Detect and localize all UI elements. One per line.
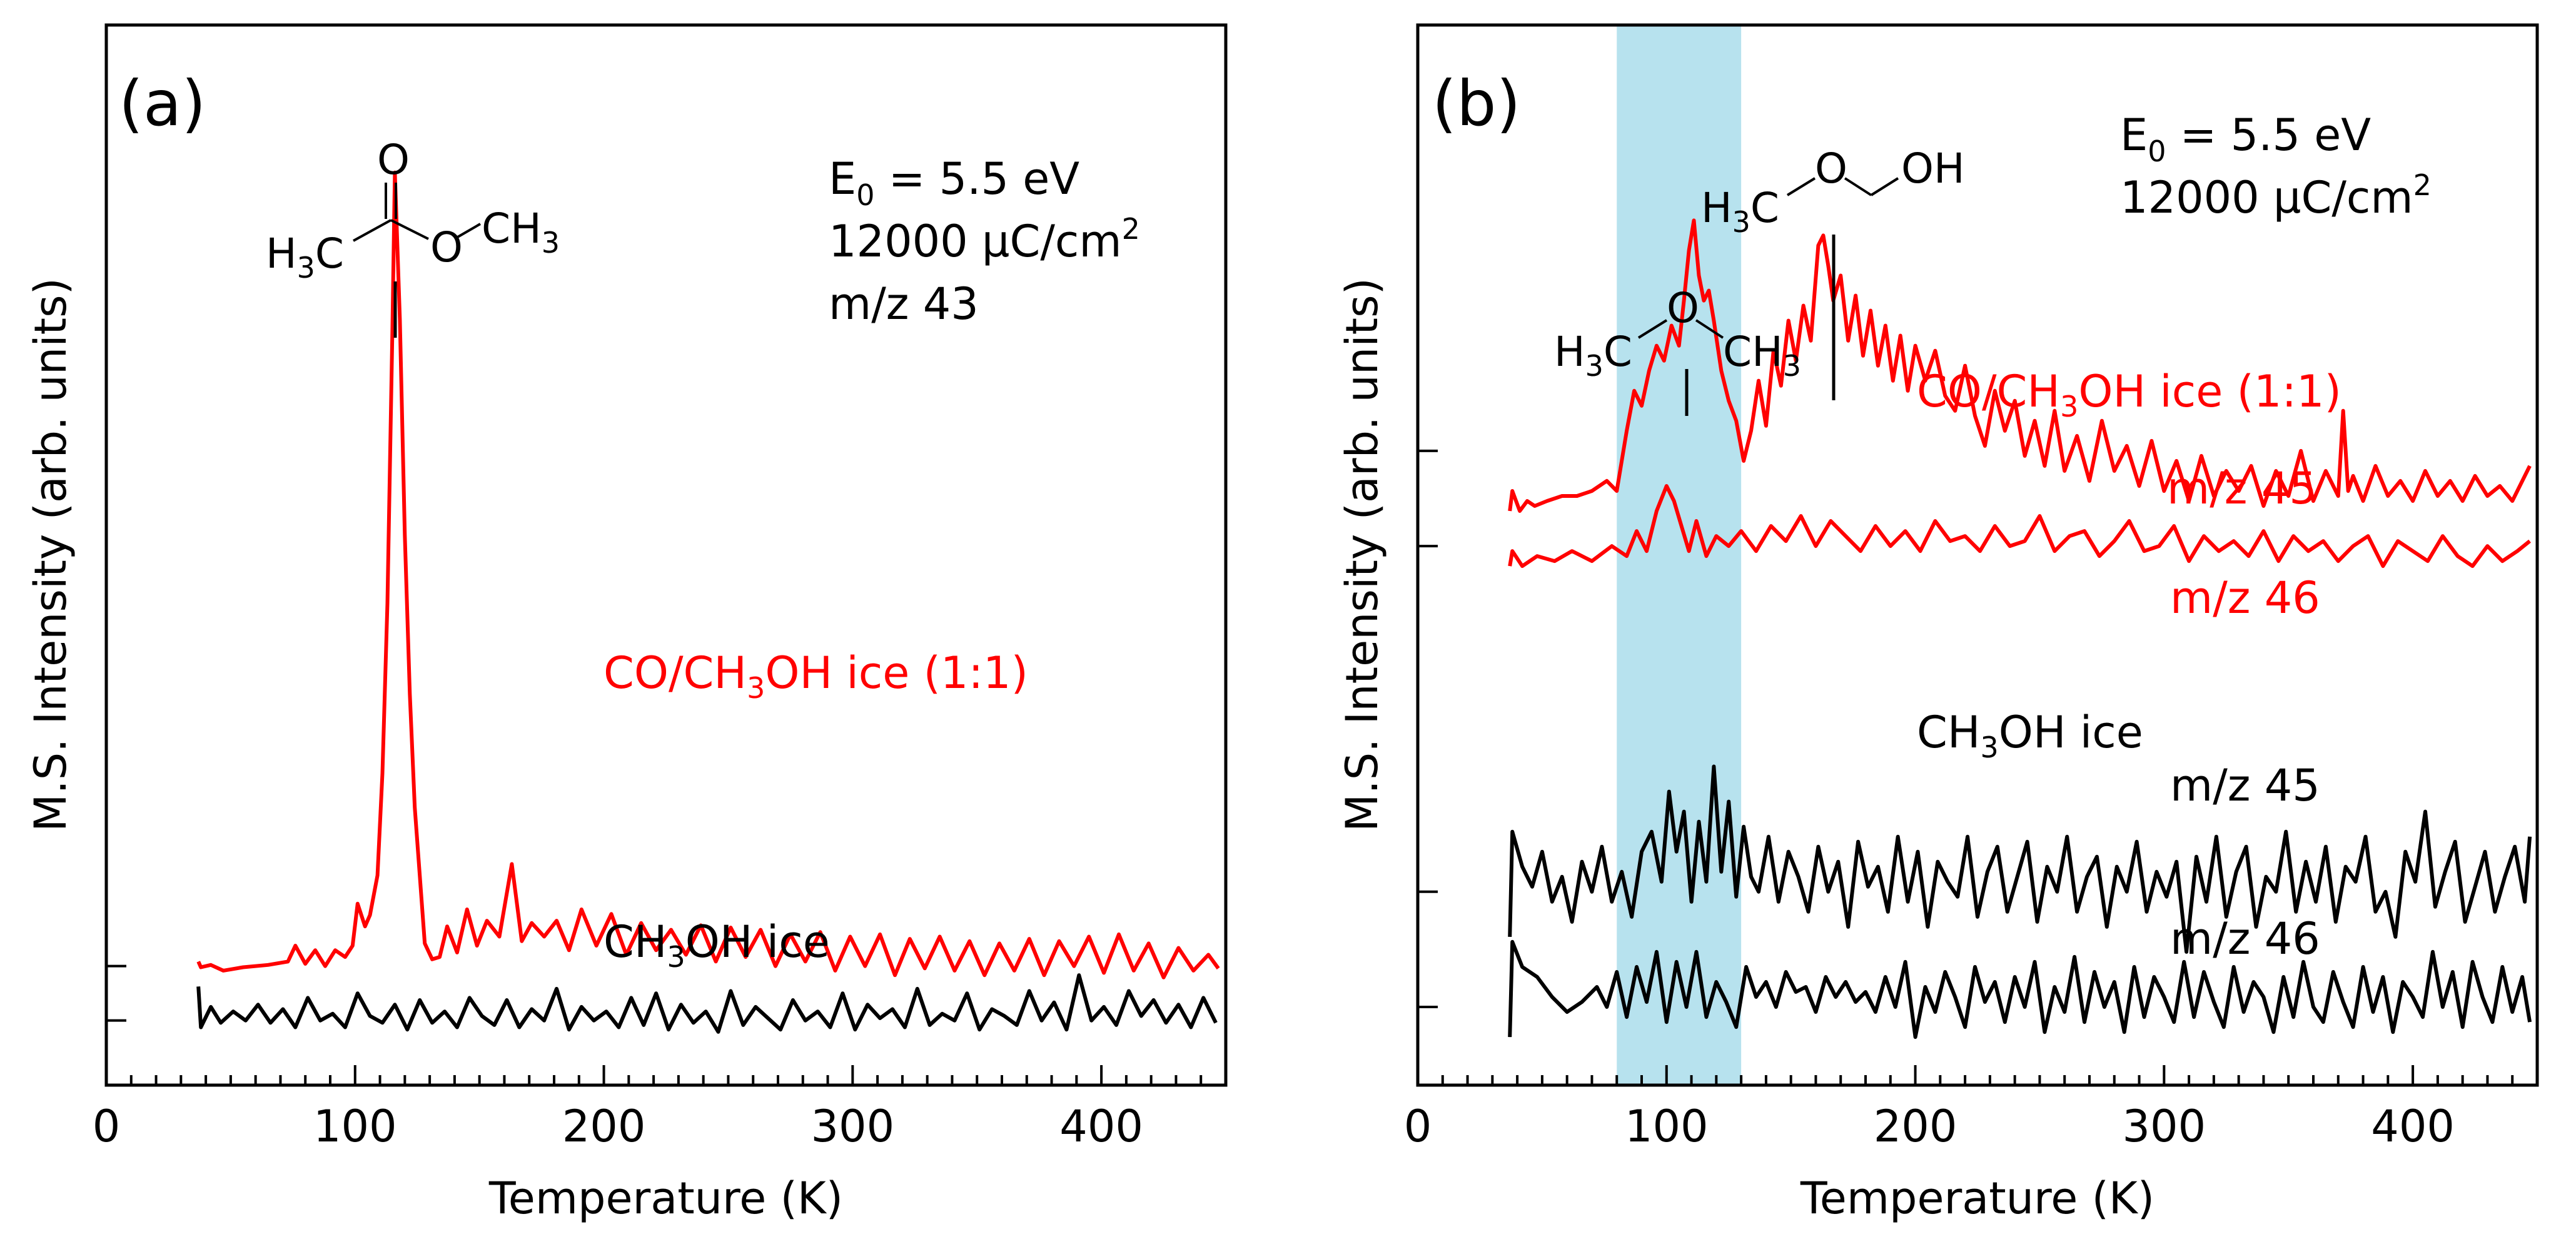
methyl-left: H3C: [266, 230, 344, 285]
series-label-mz46-red: m/z 46: [2170, 572, 2320, 624]
mmm-bond-2: [1844, 177, 1872, 196]
dme-methyl-right: CH3: [1723, 328, 1801, 383]
mmm-methyl: H3C: [1701, 184, 1779, 239]
series-line-b-3: [1508, 939, 2532, 1039]
panel-b-ticks: 0 100 200 300 400: [1404, 449, 2538, 1152]
panel-a-dose: 12000 μC/cm2: [829, 212, 1140, 267]
dme-methyl-left: H3C: [1554, 328, 1632, 383]
ether-o: O: [430, 223, 463, 271]
series-line-b-0: [1508, 218, 2532, 513]
panel-a-mz: m/z 43: [829, 278, 979, 330]
bond-c-ch3: [353, 219, 391, 242]
x-tick-label-a: 0: [93, 1101, 121, 1152]
dme-bond-left: [1637, 319, 1668, 339]
series-line-a-0: [196, 170, 1220, 979]
highlight-band: [1617, 25, 1742, 1085]
mmm-bond-3: [1870, 177, 1899, 196]
panel-a-xlabel: Temperature (K): [488, 1173, 843, 1224]
methyl-right: CH3: [482, 205, 560, 260]
methyl-acetate-structure: O O H3C CH3: [266, 136, 560, 338]
carbonyl-o: O: [377, 136, 410, 184]
panel-b: 0 100 200 300 400 (b) E0 = 5.5 eV 12000 μC/c…: [1336, 23, 2539, 1224]
panel-b-dose: 12000 μC/cm2: [2120, 168, 2432, 223]
panel-a: 0 100 200 300 400 (a) E0 = 5.5 eV 12000 μC/c…: [25, 23, 1228, 1224]
group-label-co-ch3oh-b: CO/CH3OH ice (1:1): [1917, 366, 2341, 423]
x-tick-label-b: 200: [1874, 1101, 1957, 1152]
x-tick-label-a: 100: [313, 1101, 397, 1152]
panel-a-energy: E0 = 5.5 eV: [829, 153, 1079, 212]
group-label-ch3oh-b: CH3OH ice: [1917, 707, 2143, 764]
series-line-b-2: [1508, 764, 2532, 954]
dme-bond-right: [1695, 319, 1724, 339]
dimethyl-ether-structure: H3C O CH3: [1554, 284, 1801, 416]
panel-a-label: (a): [119, 67, 206, 140]
panel-b-label: (b): [1432, 67, 1521, 140]
bond-o-ch3: [455, 223, 482, 239]
series-label-co-ch3oh-a: CO/CH3OH ice (1:1): [604, 647, 1028, 705]
series-label-mz46-black: m/z 46: [2170, 913, 2320, 964]
series-label-ch3oh-a: CH3OH ice: [604, 916, 830, 974]
panel-b-energy: E0 = 5.5 eV: [2120, 109, 2371, 168]
panel-a-ylabel: M.S. Intensity (arb. units): [25, 278, 76, 832]
series-line-b-1: [1508, 484, 2531, 569]
mmm-hydroxyl: OH: [1901, 144, 1965, 193]
panel-b-xlabel: Temperature (K): [1800, 1173, 2154, 1224]
bond-c-o: [390, 219, 429, 240]
series-line-a-1: [196, 973, 1218, 1034]
series-label-mz45-red: m/z 45: [2167, 463, 2317, 514]
methoxymethanol-structure: H3C O OH: [1701, 144, 1965, 400]
panel-a-series: [196, 170, 1220, 1034]
x-tick-label-a: 300: [811, 1101, 895, 1152]
mmm-bond-1: [1786, 177, 1816, 196]
x-tick-label-b: 400: [2371, 1101, 2455, 1152]
panel-b-series: [1508, 218, 2532, 1039]
x-tick-label-a: 400: [1059, 1101, 1143, 1152]
mmm-oxygen: O: [1815, 144, 1847, 193]
panel-b-ylabel: M.S. Intensity (arb. units): [1336, 278, 1388, 832]
dme-oxygen: O: [1667, 284, 1699, 332]
x-tick-label-a: 200: [562, 1101, 646, 1152]
panel-a-ticks: 0 100 200 300 400: [93, 964, 1227, 1152]
panel-b-frame: [1416, 23, 2539, 1087]
x-tick-label-b: 0: [1404, 1101, 1432, 1152]
panel-a-frame: [104, 23, 1228, 1087]
series-label-mz45-black: m/z 45: [2170, 760, 2320, 811]
x-tick-label-b: 300: [2123, 1101, 2206, 1152]
x-tick-label-b: 100: [1625, 1101, 1709, 1152]
